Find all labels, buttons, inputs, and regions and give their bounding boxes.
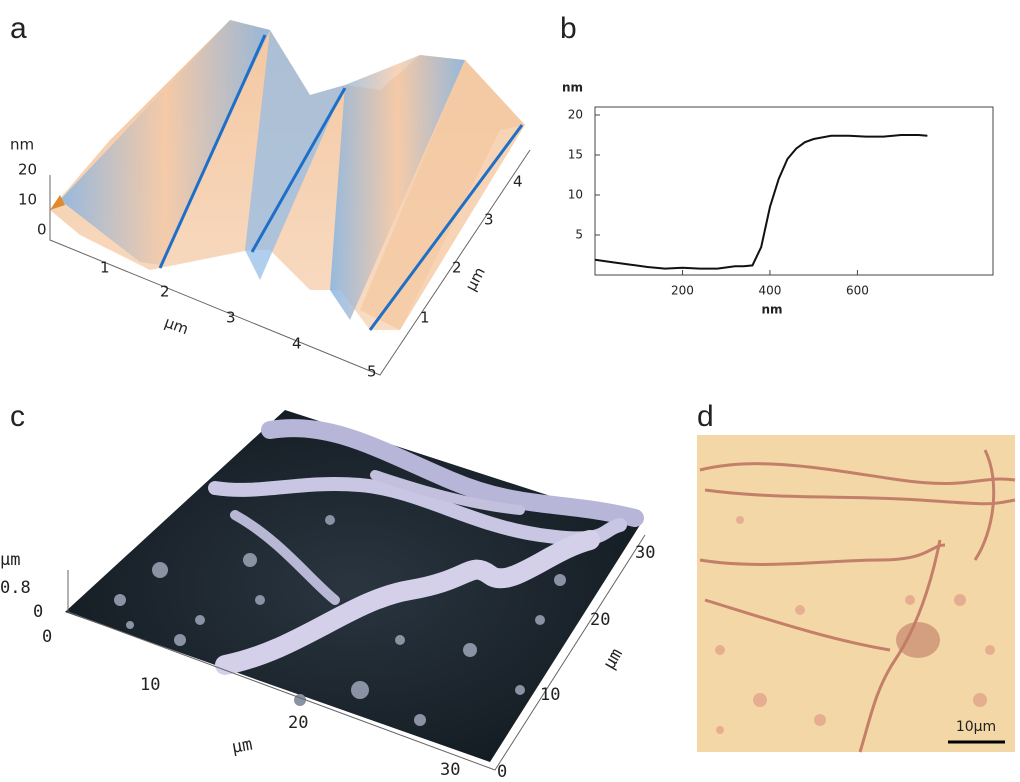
x-tick-label: 1 bbox=[100, 259, 110, 277]
figure: a nm 20 10 0 1 2 3 4 5 µm 1 2 3 4 µm b n… bbox=[0, 0, 1020, 782]
y-unit: µm bbox=[599, 645, 627, 673]
x-tick-label: 20 bbox=[288, 713, 308, 733]
panel-label: a bbox=[10, 12, 27, 45]
y-tick-label: 15 bbox=[568, 148, 583, 162]
z-unit: nm bbox=[10, 136, 34, 154]
x-tick-label: 30 bbox=[440, 760, 460, 780]
y-tick-label: 0 bbox=[497, 762, 507, 782]
x-unit: µm bbox=[162, 313, 191, 338]
x-tick-label: 10 bbox=[140, 675, 160, 695]
scale-bar-label: 10µm bbox=[956, 719, 996, 735]
y-tick-label: 2 bbox=[452, 259, 462, 277]
z-tick-label: 20 bbox=[18, 161, 37, 179]
x-tick-label: 5 bbox=[367, 363, 377, 381]
x-tick-label: 600 bbox=[846, 284, 869, 298]
z-tick-label: 0.8 bbox=[0, 578, 31, 598]
x-tick-label: 2 bbox=[160, 283, 170, 301]
surface-c bbox=[65, 410, 645, 770]
y-unit: µm bbox=[462, 264, 489, 294]
x-tick-label: 3 bbox=[226, 309, 236, 327]
z-tick-label: 0 bbox=[33, 602, 43, 622]
x-tick-label: 200 bbox=[671, 284, 694, 298]
surface-a bbox=[50, 20, 530, 375]
panel-label: b bbox=[560, 12, 577, 45]
y-axis-label: nm bbox=[562, 81, 583, 95]
x-tick-label: 400 bbox=[758, 284, 781, 298]
x-tick-label: 0 bbox=[42, 627, 52, 647]
plot-frame bbox=[595, 107, 993, 275]
y-tick-label: 10 bbox=[540, 685, 560, 705]
data-line bbox=[595, 135, 927, 269]
x-axis-label: nm bbox=[761, 303, 782, 317]
x-unit: µm bbox=[230, 735, 254, 758]
y-tick-label: 3 bbox=[484, 211, 494, 229]
z-tick-label: 0 bbox=[37, 221, 47, 239]
x-tick-label: 4 bbox=[292, 335, 302, 353]
z-unit: µm bbox=[0, 550, 20, 570]
y-tick-label: 4 bbox=[513, 173, 523, 191]
y-tick-label: 20 bbox=[590, 610, 610, 630]
y-tick-label: 10 bbox=[568, 188, 583, 202]
z-tick-label: 10 bbox=[18, 191, 37, 209]
panel-label: d bbox=[697, 400, 714, 433]
y-tick-label: 1 bbox=[420, 309, 430, 327]
y-tick-label: 20 bbox=[568, 108, 583, 122]
y-tick-label: 30 bbox=[635, 543, 655, 563]
panel-label: c bbox=[10, 400, 25, 433]
y-tick-label: 5 bbox=[575, 228, 583, 242]
micrograph bbox=[697, 435, 1015, 752]
